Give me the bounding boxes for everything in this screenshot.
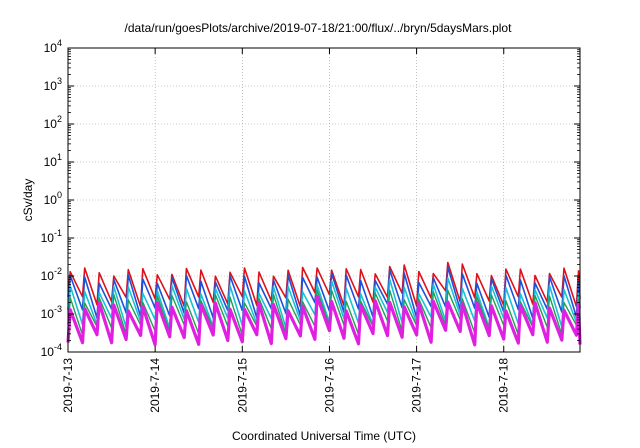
- y-tick-label: 102: [44, 114, 62, 131]
- y-tick-label: 10-3: [41, 304, 62, 321]
- grid-lines: [67, 48, 580, 352]
- y-tick-label: 104: [44, 38, 62, 55]
- x-tick-label: 2019-7-17: [410, 358, 424, 413]
- y-tick-label: 10-2: [41, 266, 62, 283]
- x-tick-label: 2019-7-15: [235, 358, 249, 413]
- x-tick-label: 2019-7-13: [61, 358, 75, 413]
- y-axis-label: cSv/day: [21, 179, 35, 222]
- y-tick-label: 10-4: [41, 342, 62, 359]
- axes: 10-4 10-3 10-2 10-1 100 101 102 103 104 2019-7-13…: [41, 38, 580, 413]
- x-tick-label: 2019-7-14: [148, 358, 162, 413]
- chart-title: /data/run/goesPlots/archive/2019-07-18/2…: [125, 21, 513, 35]
- y-tick-label: 100: [44, 190, 62, 207]
- x-tick-label: 2019-7-18: [497, 358, 511, 413]
- y-tick-label: 10-1: [41, 228, 62, 245]
- y-tick-label: 103: [44, 76, 62, 93]
- x-tick-label: 2019-7-16: [322, 358, 336, 413]
- y-tick-label: 101: [44, 152, 62, 169]
- x-axis-label: Coordinated Universal Time (UTC): [232, 429, 416, 443]
- series-line: [66, 294, 582, 347]
- series-lines: [66, 261, 582, 347]
